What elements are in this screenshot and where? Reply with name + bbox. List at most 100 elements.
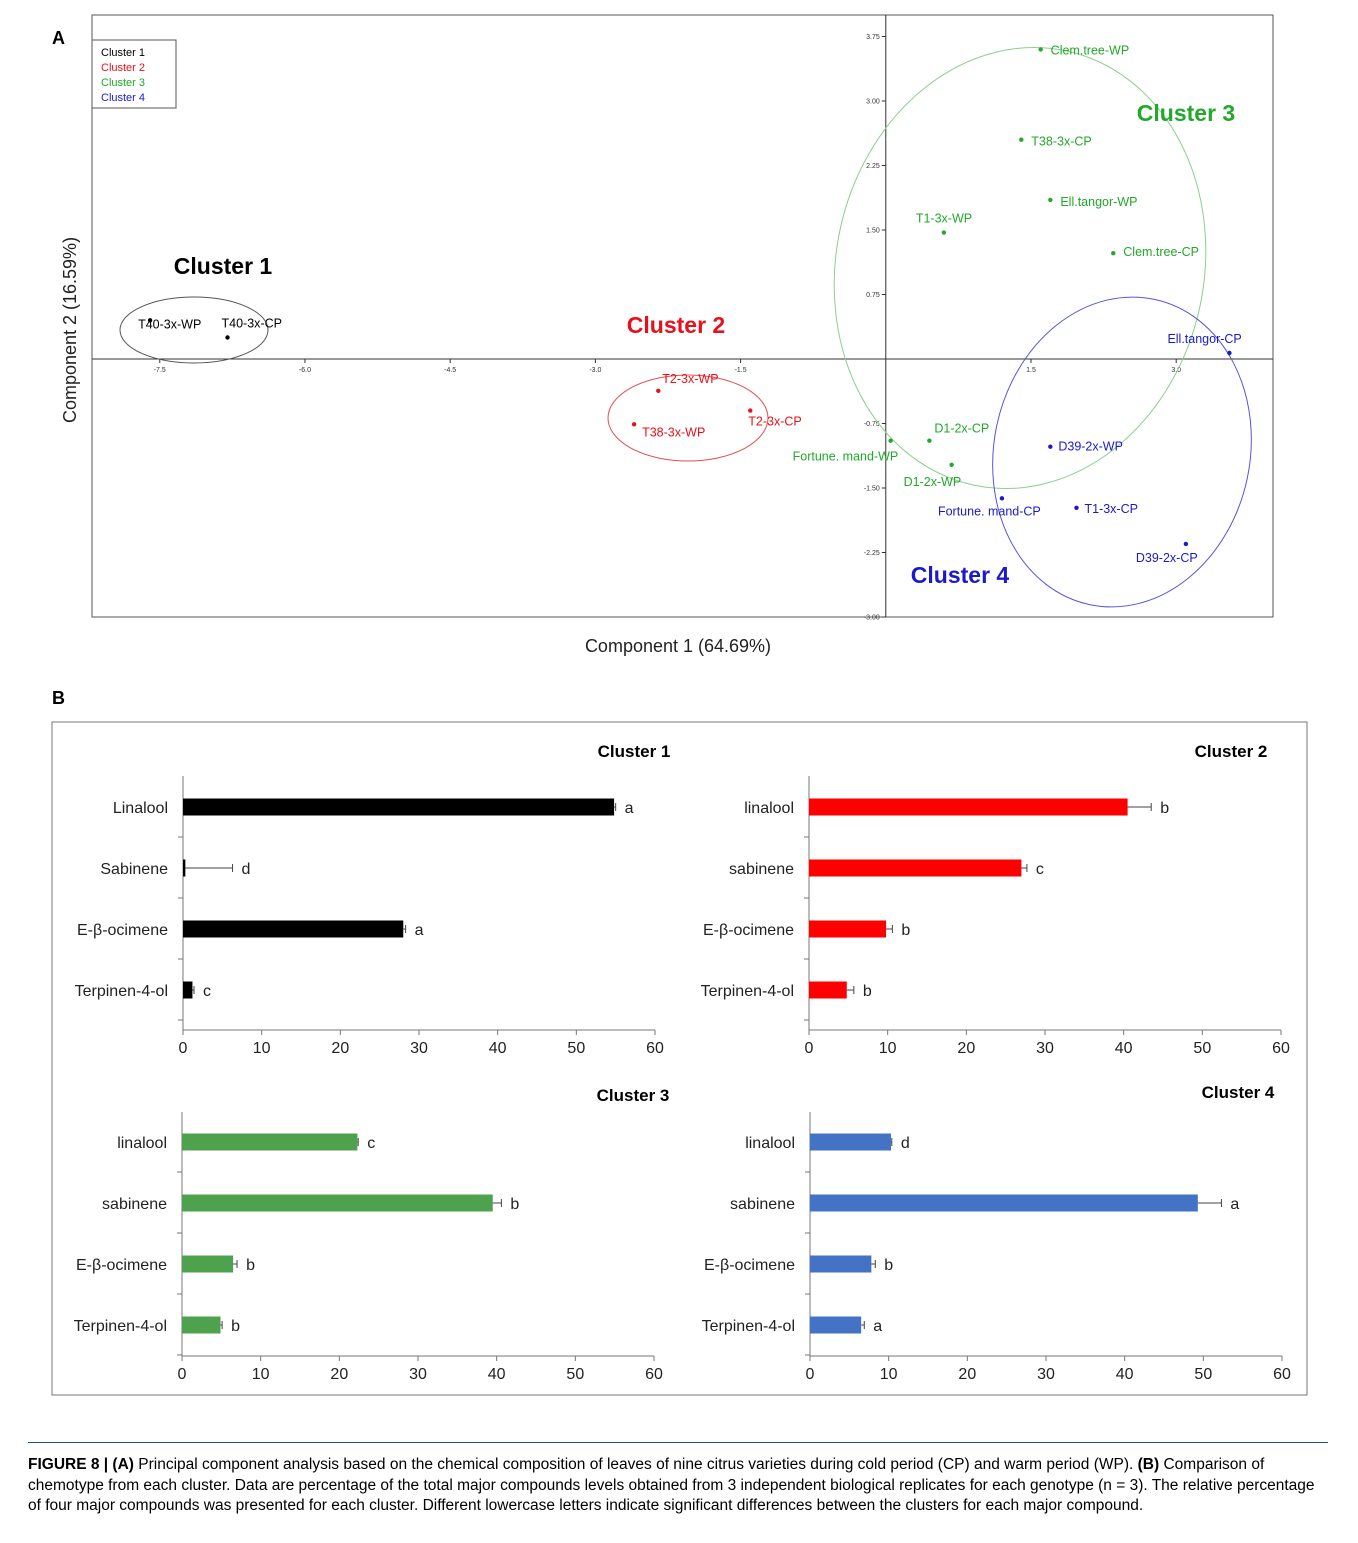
data-point — [1038, 47, 1043, 52]
bar-x-tick-label: 40 — [1115, 1040, 1133, 1057]
data-point — [1227, 350, 1232, 356]
bar-category-label: sabinene — [102, 1196, 167, 1213]
bar-x-tick-label: 20 — [958, 1366, 976, 1383]
bar-category-label: E-β-ocimene — [703, 922, 794, 939]
bar-category-label: linalool — [744, 800, 794, 817]
significance-letter: a — [625, 800, 634, 817]
x-tick-label: -7.5 — [154, 367, 166, 374]
bar — [810, 1316, 862, 1334]
bar-x-tick-label: 40 — [489, 1040, 507, 1057]
x-tick-label: -1.5 — [735, 367, 747, 374]
y-tick-label: 1.50 — [866, 228, 880, 235]
bar-x-tick-label: 20 — [331, 1040, 349, 1057]
data-point — [888, 438, 893, 443]
bar-x-tick-label: 30 — [409, 1366, 427, 1383]
data-point — [1048, 444, 1053, 449]
y-tick-label: -3.00 — [864, 615, 880, 622]
point-label: D1-2x-CP — [934, 422, 989, 436]
significance-letter: c — [203, 983, 211, 1000]
bar — [183, 859, 186, 877]
bar-x-tick-label: 30 — [410, 1040, 428, 1057]
cluster-4-bar-chart: Cluster 4 0 10 20 30 40 50 60 linalool d sabinene a… — [702, 1083, 1291, 1383]
x-tick-label: 1.5 — [1026, 367, 1036, 374]
y-tick-label: 3.75 — [866, 34, 880, 41]
significance-letter: b — [231, 1318, 240, 1335]
bar-category-label: Sabinene — [100, 861, 168, 878]
bar-x-tick-label: 60 — [1272, 1040, 1290, 1057]
y-tick-label: -2.25 — [864, 550, 880, 557]
bar — [182, 1255, 234, 1273]
x-tick-label: -6.0 — [299, 367, 311, 374]
bar-x-tick-label: 10 — [880, 1366, 898, 1383]
cluster-3-bar-chart: Cluster 3 0 10 20 30 40 50 60 linalool c sabinene b… — [74, 1086, 670, 1383]
bar-category-label: Terpinen-4-ol — [74, 1318, 167, 1335]
bar-x-tick-label: 60 — [645, 1366, 663, 1383]
data-point — [656, 388, 661, 394]
point-label: T2-3x-CP — [748, 415, 801, 429]
y-tick-label: 0.75 — [866, 292, 880, 299]
bar-x-tick-label: 20 — [957, 1040, 975, 1057]
significance-letter: a — [415, 922, 424, 939]
data-point — [631, 422, 637, 427]
point-label: T38-3x-WP — [642, 425, 705, 439]
data-point — [941, 230, 947, 235]
significance-letter: b — [884, 1257, 893, 1274]
y-tick-label: -1.50 — [864, 486, 880, 493]
cluster-1-title: Cluster 1 — [174, 253, 273, 279]
x-tick-label: 3.0 — [1171, 367, 1181, 374]
y-tick-label: 2.25 — [866, 163, 880, 170]
bar-chart-title: Cluster 4 — [1202, 1083, 1275, 1102]
bar-x-tick-label: 0 — [805, 1040, 814, 1057]
bar-x-tick-label: 20 — [330, 1366, 348, 1383]
point-label: Fortune. mand-WP — [793, 450, 899, 464]
bar-x-tick-label: 60 — [646, 1040, 664, 1057]
cluster-3-ellipse — [833, 47, 1207, 489]
legend-entry: Cluster 1 — [101, 47, 145, 59]
point-label: D39-2x-WP — [1058, 440, 1123, 454]
point-label: Ell.tangor-CP — [1167, 332, 1241, 346]
figure-caption: FIGURE 8 | (A) Principal component analy… — [28, 1442, 1328, 1543]
x-tick-label: -4.5 — [444, 367, 456, 374]
bar-x-tick-label: 40 — [488, 1366, 506, 1383]
bar — [809, 859, 1022, 877]
bar — [183, 981, 193, 999]
bar — [809, 981, 847, 999]
significance-letter: b — [510, 1196, 519, 1213]
plot-frame — [91, 14, 1274, 618]
significance-letter: d — [901, 1135, 910, 1152]
bar-x-tick-label: 30 — [1036, 1040, 1054, 1057]
point-label: T2-3x-WP — [662, 372, 718, 386]
bar — [182, 1194, 493, 1212]
panel-a-letter: A — [52, 28, 65, 48]
panel-b-letter: B — [52, 688, 65, 708]
cluster-2-bar-chart: Cluster 2 0 10 20 30 40 50 60 linalool b sabinene c… — [701, 742, 1290, 1057]
bar — [183, 920, 404, 938]
bar-x-tick-label: 60 — [1273, 1366, 1291, 1383]
bar-x-tick-label: 10 — [879, 1040, 897, 1057]
bar-x-tick-label: 0 — [179, 1040, 188, 1057]
data-point — [225, 335, 230, 340]
point-label: Clem.tree-CP — [1123, 245, 1199, 259]
caption-lead: FIGURE 8 | (A) — [28, 1456, 134, 1473]
cluster-4-ellipse — [992, 296, 1252, 608]
bar-chart-title: Cluster 1 — [598, 742, 671, 761]
bar-x-tick-label: 0 — [806, 1366, 815, 1383]
bar-x-tick-label: 0 — [178, 1366, 187, 1383]
point-label: Clem.tree-WP — [1051, 43, 1129, 57]
data-point — [999, 496, 1005, 501]
cluster-3-title: Cluster 3 — [1137, 100, 1235, 126]
data-point — [748, 408, 753, 413]
bar-x-tick-label: 50 — [1194, 1366, 1212, 1383]
y-axis-label: Component 2 (16.59%) — [60, 237, 80, 423]
bar-x-tick-label: 50 — [566, 1366, 584, 1383]
data-point — [1183, 541, 1189, 547]
significance-letter: b — [901, 922, 910, 939]
cluster-1-bar-chart: Cluster 1 0 10 20 30 40 50 60 Linalool a Sabinene d… — [75, 742, 671, 1057]
data-point — [927, 438, 932, 443]
bar-chart-title: Cluster 2 — [1195, 742, 1268, 761]
bar-category-label: sabinene — [729, 861, 794, 878]
significance-letter: b — [1160, 800, 1169, 817]
bar-x-tick-label: 50 — [567, 1040, 585, 1057]
bar-category-label: Terpinen-4-ol — [75, 983, 168, 1000]
cluster-2-title: Cluster 2 — [627, 312, 725, 338]
